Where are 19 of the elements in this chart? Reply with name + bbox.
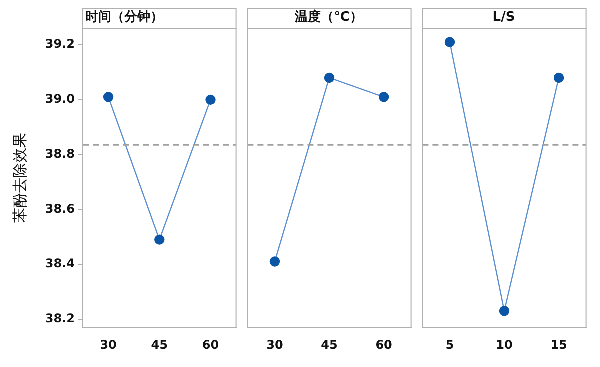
y-axis-title: 苯酚去除效果 xyxy=(10,133,29,224)
x-tick-label: 5 xyxy=(446,338,454,352)
y-tick-label: 39.2 xyxy=(45,37,75,52)
x-tick-label: 60 xyxy=(202,338,220,352)
x-tick-label: 30 xyxy=(266,338,284,352)
chart-title: L/S xyxy=(492,10,516,26)
x-tick-label: 30 xyxy=(100,338,117,352)
y-tick-label: 38.6 xyxy=(45,202,75,216)
chart-title: 时间（分钟） xyxy=(86,10,164,26)
x-tick-label: 60 xyxy=(376,338,392,352)
y-tick-label: 38.2 xyxy=(45,311,75,326)
x-tick-label: 10 xyxy=(496,338,513,352)
y-tick-label: 38.8 xyxy=(45,146,75,161)
chart-title: 温度（℃） xyxy=(294,9,363,26)
x-tick-label: 15 xyxy=(550,338,568,352)
y-tick-label: 38.4 xyxy=(45,256,75,271)
x-tick-label: 45 xyxy=(151,338,168,352)
x-tick-label: 45 xyxy=(321,338,338,352)
y-tick-label: 39.0 xyxy=(45,92,75,106)
